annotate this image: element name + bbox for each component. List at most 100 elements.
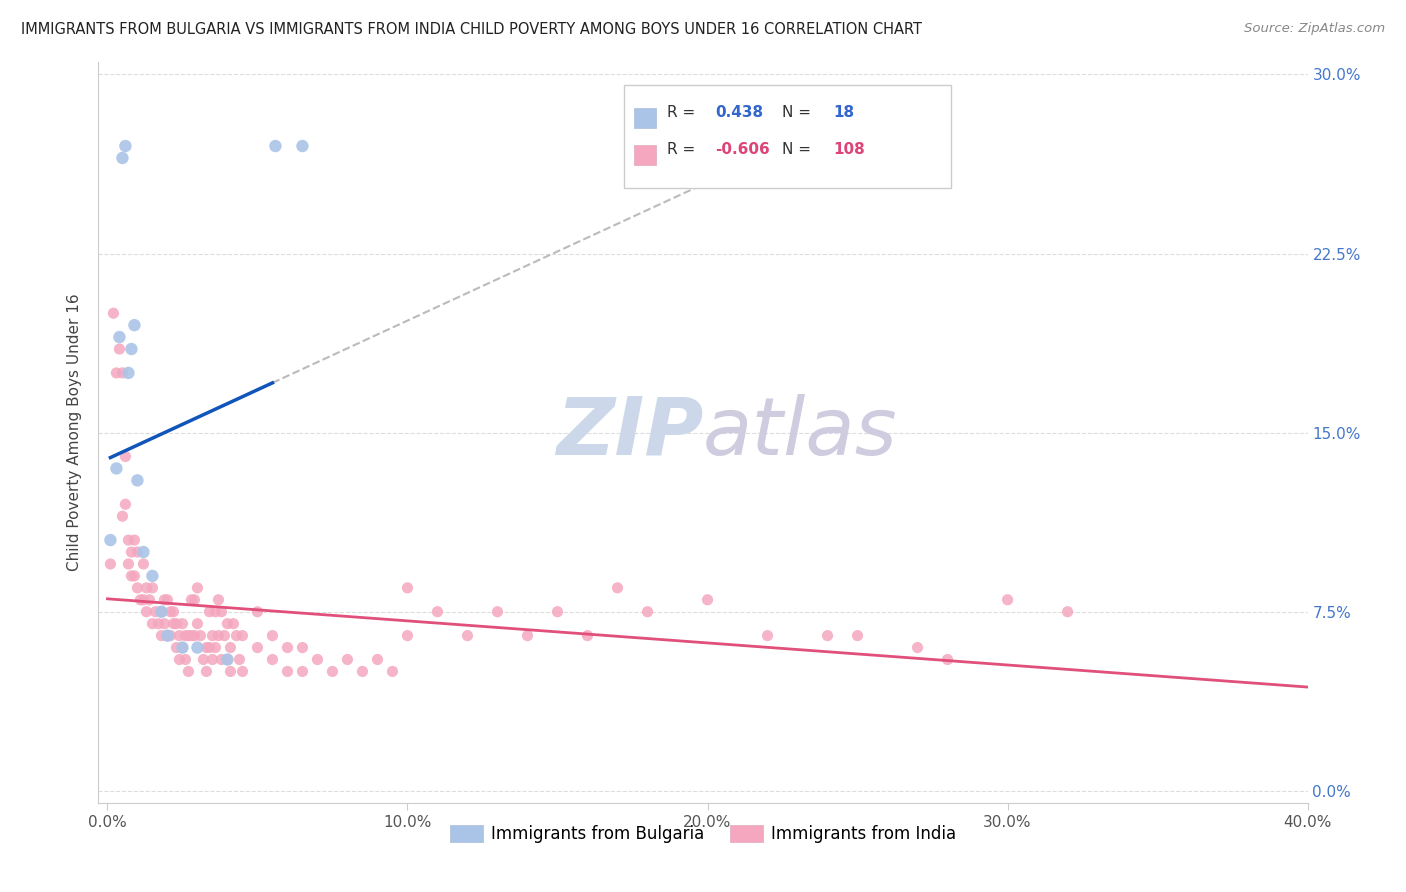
Point (162, 616, 184, 631)
Point (103, 306, 125, 320)
Point (352, 665, 374, 679)
Point (246, 640, 269, 655)
Point (172, 640, 194, 655)
Point (696, 592, 718, 607)
Point (291, 139, 314, 153)
Point (576, 629, 599, 643)
Point (127, 581, 149, 595)
Point (276, 665, 298, 679)
Point (141, 569, 163, 583)
Point (156, 629, 179, 643)
Text: 0.438: 0.438 (716, 105, 763, 120)
Point (231, 665, 253, 679)
Point (817, 629, 839, 643)
Point (100, 557, 122, 571)
Point (124, 569, 146, 583)
Point (138, 592, 160, 607)
Point (153, 616, 176, 631)
Text: 108: 108 (834, 143, 865, 157)
Point (366, 652, 388, 666)
Point (201, 652, 224, 666)
Point (219, 640, 242, 655)
Point (114, 497, 136, 511)
Point (180, 592, 202, 607)
Point (114, 139, 136, 153)
Text: R =: R = (666, 105, 700, 120)
Point (307, 652, 329, 666)
Point (172, 616, 194, 631)
Point (135, 581, 157, 595)
FancyBboxPatch shape (634, 108, 655, 128)
Point (516, 629, 538, 643)
Point (150, 605, 173, 619)
Point (127, 474, 149, 488)
FancyBboxPatch shape (634, 145, 655, 165)
Point (174, 629, 197, 643)
Text: Source: ZipAtlas.com: Source: ZipAtlas.com (1244, 22, 1385, 36)
Point (165, 640, 187, 655)
Point (207, 592, 229, 607)
Point (150, 629, 173, 643)
Text: -0.606: -0.606 (716, 143, 770, 157)
Text: N =: N = (782, 143, 815, 157)
Point (486, 605, 509, 619)
Point (204, 640, 226, 655)
Point (606, 581, 628, 595)
Point (108, 330, 131, 344)
Point (321, 665, 343, 679)
Text: ZIP: ZIP (555, 393, 703, 472)
Point (177, 665, 200, 679)
Point (135, 605, 157, 619)
Point (105, 461, 128, 475)
Point (156, 629, 179, 643)
Point (186, 640, 208, 655)
Point (637, 605, 659, 619)
Point (456, 629, 478, 643)
Point (264, 139, 287, 153)
Point (145, 605, 167, 619)
Point (156, 592, 179, 607)
Point (195, 640, 218, 655)
Point (193, 652, 215, 666)
Point (291, 640, 314, 655)
Point (846, 629, 869, 643)
Point (120, 342, 142, 356)
Point (132, 545, 155, 559)
Point (225, 629, 247, 643)
Point (276, 640, 298, 655)
Point (547, 605, 569, 619)
Point (117, 366, 139, 380)
Point (111, 151, 134, 165)
Point (141, 616, 163, 631)
Point (148, 616, 170, 631)
Point (262, 652, 284, 666)
Point (150, 605, 173, 619)
Point (111, 366, 134, 380)
Point (117, 533, 139, 547)
Point (209, 652, 232, 666)
Point (222, 616, 245, 631)
Point (159, 605, 181, 619)
Point (396, 629, 419, 643)
Point (217, 616, 239, 631)
Point (169, 652, 191, 666)
Point (186, 581, 208, 595)
Point (201, 629, 224, 643)
Point (183, 629, 205, 643)
Point (262, 629, 284, 643)
Point (132, 557, 155, 571)
Point (114, 450, 136, 464)
Point (396, 581, 419, 595)
Point (291, 665, 314, 679)
Point (141, 581, 163, 595)
Point (100, 533, 122, 547)
Point (231, 629, 253, 643)
Point (195, 665, 218, 679)
Point (198, 605, 221, 619)
Point (209, 605, 232, 619)
Point (162, 605, 184, 619)
Point (172, 640, 194, 655)
Point (132, 592, 155, 607)
Text: 18: 18 (834, 105, 855, 120)
Point (198, 640, 221, 655)
